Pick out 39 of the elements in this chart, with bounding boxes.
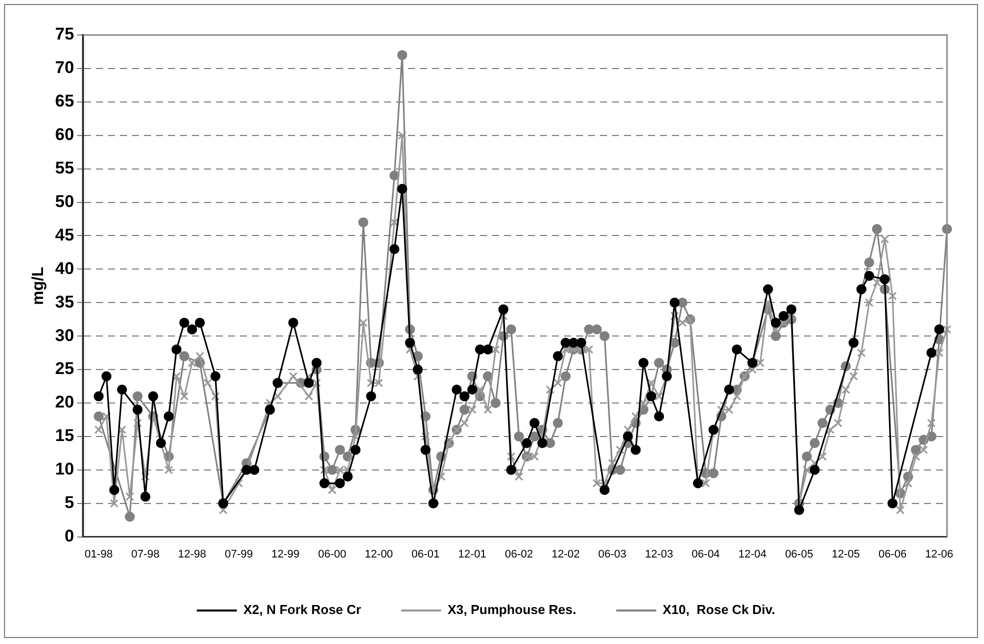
y-tick-label: 55: [55, 158, 74, 178]
legend-label: X3, Pumphouse Res.: [448, 602, 576, 618]
x-tick-label: 01-98: [84, 548, 113, 560]
y-tick-label: 25: [55, 359, 74, 378]
y-tick-label: 75: [55, 24, 74, 44]
x-tick-label: 06-05: [785, 548, 814, 560]
x-tick-label: 12-02: [552, 548, 580, 560]
x-tick-label: 12-03: [644, 548, 674, 560]
x-tick-label: 07-98: [131, 548, 160, 560]
y-tick-label: 70: [55, 58, 74, 78]
x-tick-label: 12-05: [832, 548, 860, 560]
y-tick-label: 35: [55, 292, 74, 312]
x-tick-label: 12-98: [178, 548, 206, 560]
x-tick-label: 06-00: [318, 548, 346, 560]
y-tick-label: 60: [55, 125, 74, 144]
x-tick-label: 12-01: [458, 548, 486, 560]
y-tick-label: 20: [55, 392, 74, 412]
y-tick-label: 50: [55, 192, 74, 211]
y-tick-label: 65: [55, 92, 74, 111]
x-tick-label: 06-03: [598, 548, 626, 560]
x-tick-label: 12-00: [364, 548, 393, 560]
x-tick-label: 06-06: [878, 548, 907, 560]
x-tick-label: 06-01: [411, 548, 440, 560]
x-tick-label: 06-02: [504, 548, 534, 560]
x-tick-label: 12-06: [925, 548, 954, 560]
y-axis-title: mg/L: [30, 266, 48, 306]
x-tick-label: 06-04: [692, 548, 720, 560]
legend-label: X2, N Fork Rose Cr: [243, 602, 362, 618]
y-tick-label: 30: [55, 326, 74, 345]
legend-label: X10, Rose Ck Div.: [662, 602, 776, 618]
x-tick-label: 12-99: [271, 548, 300, 560]
x-tick-label: 07-99: [224, 548, 253, 560]
x-tick-label: 12-04: [738, 548, 766, 560]
y-tick-label: 15: [55, 426, 74, 446]
y-tick-label: 45: [55, 225, 74, 244]
y-tick-label: 5: [64, 493, 74, 512]
y-tick-label: 40: [55, 258, 74, 278]
y-tick-label: 10: [55, 460, 74, 479]
y-tick-label: 0: [64, 526, 74, 546]
